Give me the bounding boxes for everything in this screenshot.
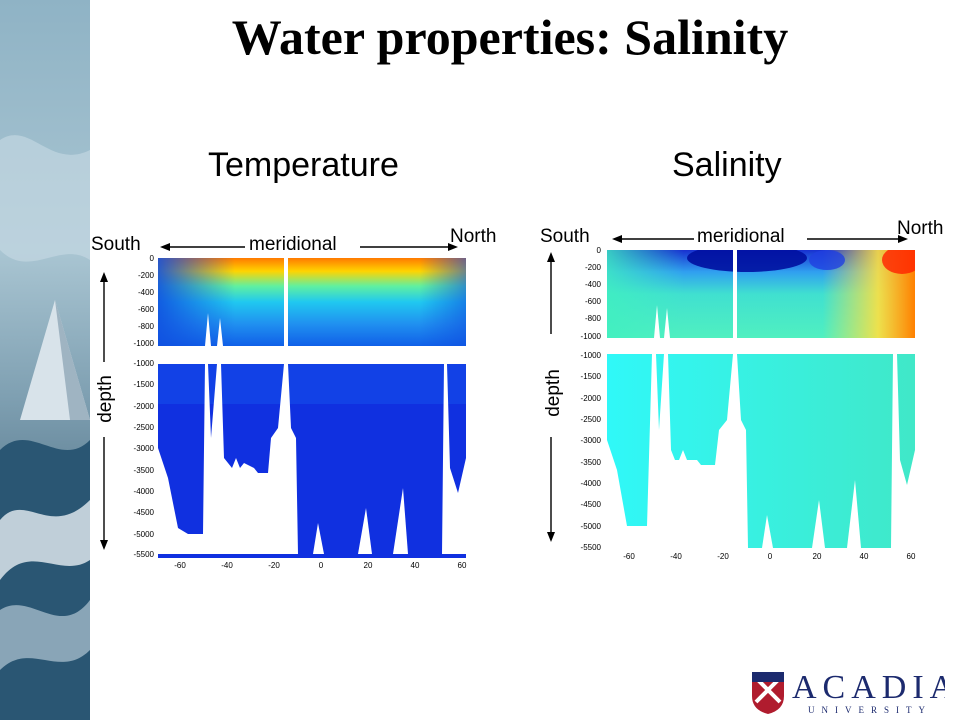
sal-xtick: -40 [670, 552, 682, 561]
temp-ytick: -2000 [133, 402, 154, 411]
temperature-section-plot [158, 258, 466, 558]
temp-ytick: -4500 [133, 508, 154, 517]
sal-ytick: -5000 [580, 522, 601, 531]
sal-ytick: -1000 [580, 351, 601, 360]
temp-xtick: 0 [318, 561, 324, 570]
temperature-meridional-label: meridional [249, 234, 337, 255]
temp-ytick: -800 [137, 322, 154, 331]
sal-xtick: 40 [859, 552, 869, 561]
temperature-depth-label: depth [94, 375, 116, 423]
sal-ytick: -4000 [580, 479, 601, 488]
temp-ytick: -1500 [133, 380, 154, 389]
salinity-meridional-arrow [612, 235, 908, 243]
salinity-heading: Salinity [672, 146, 782, 184]
temperature-depth-arrow [100, 272, 108, 550]
temperature-south-label: South [91, 234, 141, 255]
sal-ytick: -600 [584, 297, 601, 306]
temp-xtick: 40 [410, 561, 420, 570]
sal-xtick: 20 [812, 552, 822, 561]
sal-xtick: 60 [906, 552, 916, 561]
sal-ytick: -400 [584, 280, 601, 289]
temp-ytick: 0 [149, 254, 154, 263]
temp-ytick: -1000 [133, 339, 154, 348]
temp-ytick: -400 [137, 288, 154, 297]
sal-ytick: -2500 [580, 415, 601, 424]
temp-ytick: -1000 [133, 359, 154, 368]
sal-ytick: -4500 [580, 500, 601, 509]
sal-ytick: -3000 [580, 436, 601, 445]
sal-ytick: -1000 [580, 332, 601, 341]
temp-ytick: -5000 [133, 530, 154, 539]
page-title: Water properties: Salinity [231, 9, 789, 65]
salinity-depth-label: depth [542, 369, 564, 417]
salinity-south-label: South [540, 226, 590, 247]
temp-xtick: 20 [363, 561, 373, 570]
temp-ytick: -600 [137, 305, 154, 314]
temp-ytick: -2500 [133, 423, 154, 432]
salinity-north-label: North [897, 218, 944, 239]
sal-xtick: 0 [767, 552, 773, 561]
sal-ytick: -5500 [580, 543, 601, 552]
acadia-university-logo: ACADIA UNIVERSITY [750, 668, 954, 716]
logo-subtitle: UNIVERSITY [808, 705, 932, 715]
salinity-section-plot [607, 250, 915, 548]
sal-ytick: -200 [584, 263, 601, 272]
salinity-meridional-label: meridional [697, 226, 785, 247]
sal-xtick: -20 [717, 552, 729, 561]
temp-xtick: 60 [457, 561, 467, 570]
temp-ytick: -4000 [133, 487, 154, 496]
sal-xtick: -60 [623, 552, 635, 561]
temp-ytick: -3000 [133, 444, 154, 453]
temp-xtick: -20 [268, 561, 280, 570]
temperature-north-label: North [450, 226, 497, 247]
sal-ytick: -3500 [580, 458, 601, 467]
sal-ytick: 0 [596, 246, 601, 255]
temp-ytick: -200 [137, 271, 154, 280]
temp-xtick: -40 [221, 561, 233, 570]
temp-ytick: -5500 [133, 550, 154, 559]
sal-ytick: -800 [584, 314, 601, 323]
salinity-depth-arrow [547, 252, 555, 542]
logo-wordmark: ACADIA [792, 669, 945, 706]
sal-ytick: -1500 [580, 372, 601, 381]
temperature-heading: Temperature [208, 146, 399, 184]
sal-ytick: -2000 [580, 394, 601, 403]
temp-ytick: -3500 [133, 466, 154, 475]
ocean-wave-image [0, 0, 90, 720]
temp-xtick: -60 [174, 561, 186, 570]
temperature-meridional-arrow [160, 243, 458, 251]
